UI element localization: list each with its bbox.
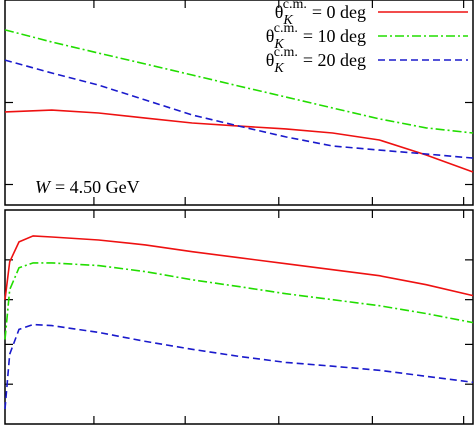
legend-sub: K [282,13,293,28]
legend-sub: K [273,61,284,76]
legend-text: = 20 deg [303,50,366,70]
legend-sup: c.m. [274,21,298,36]
legend-symbol: θ [275,2,284,22]
legend-label: θKc.m. = 0 deg [275,0,366,28]
plot-frame [4,209,474,425]
legend-symbol: θ [266,26,275,46]
legend-label: θKc.m. = 10 deg [266,21,366,52]
plot-frame [4,0,474,206]
series-line [4,323,474,410]
series-line [4,109,474,173]
legend-symbol: θ [266,50,275,70]
legend-sup: c.m. [283,0,307,12]
series-line [4,29,474,134]
annotation: W = 4.50 GeV [35,177,140,197]
legend-sup: c.m. [274,45,298,60]
series-line [4,262,474,340]
series-line [4,59,474,159]
series-line [4,235,474,300]
legend-label: θKc.m. = 20 deg [266,45,366,76]
annotation-text: = 4.50 GeV [55,177,140,197]
legend-sub: K [273,37,284,52]
annotation-var: W [35,177,52,197]
legend-text: = 10 deg [303,26,366,46]
legend-text: = 0 deg [312,2,366,22]
